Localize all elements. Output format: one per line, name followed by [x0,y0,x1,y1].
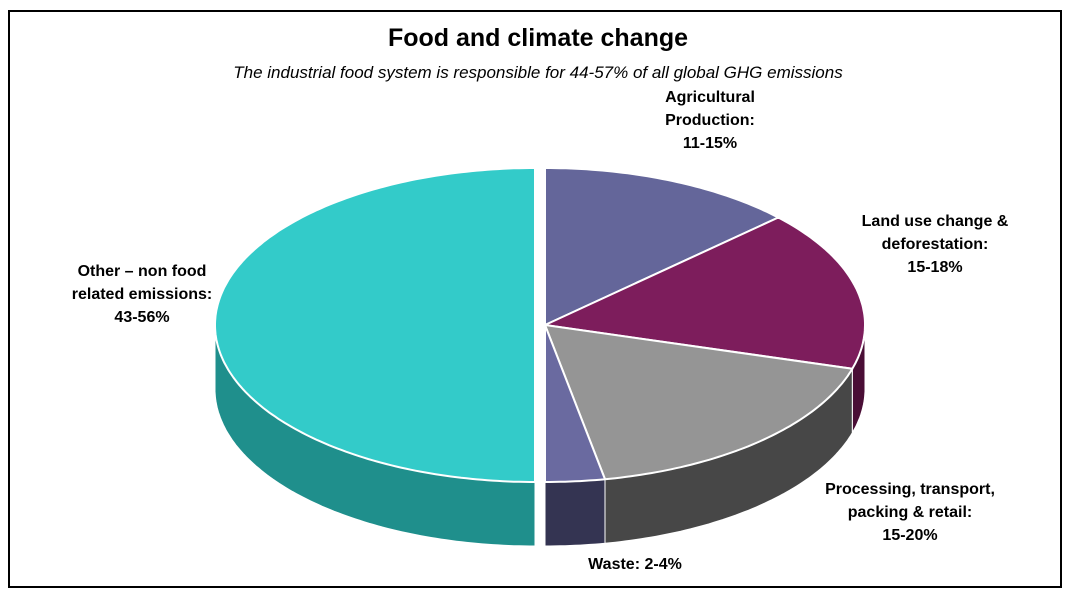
label-land-use-change: Land use change & deforestation: 15-18% [835,210,1035,279]
label-line: Waste: 2-4% [588,556,682,573]
label-line: Land use change & [861,213,1009,230]
pie-slice [544,324,854,481]
label-line: 43-56% [114,309,170,326]
label-line: related emissions: [71,286,213,303]
label-line: Production: [665,112,755,129]
label-processing-transport: Processing, transport, packing & retail:… [800,478,1020,547]
chart-title: Food and climate change [387,24,689,52]
pie-slice-side [544,478,606,547]
pie-slice [214,167,536,483]
pie-top-faces [214,167,866,483]
label-line: Agricultural [665,89,755,106]
pie-slice [544,216,866,370]
label-line: Processing, transport, [825,481,995,498]
chart-subtitle: The industrial food system is responsibl… [233,63,843,82]
label-line: 15-18% [907,259,963,276]
label-waste: Waste: 2-4% [560,553,710,576]
label-agricultural-production: Agricultural Production: 11-15% [620,86,800,155]
label-line: 11-15% [682,135,738,152]
label-other-non-food: Other – non food related emissions: 43-5… [42,260,242,329]
label-line: deforestation: [881,236,989,253]
pie-side-walls [214,325,866,547]
pie-slice [544,167,780,326]
label-line: 15-20% [882,527,938,544]
label-line: packing & retail: [847,504,973,521]
label-line: Other – non food [77,263,207,280]
pie-slice [544,324,606,483]
